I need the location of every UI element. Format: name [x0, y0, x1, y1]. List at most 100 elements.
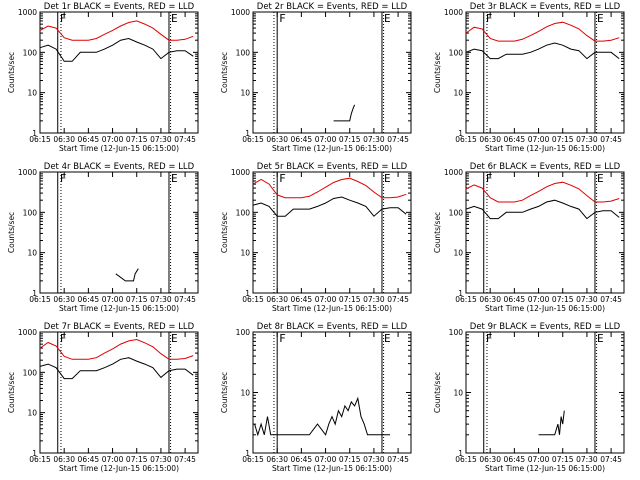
- y-tick-label: 1000: [444, 8, 463, 17]
- detector-plot: Det 5r BLACK = Events, RED = LLD 1 10 100 10…: [220, 162, 412, 313]
- x-tick-label: 07:15: [552, 455, 574, 464]
- event-marker-label: F: [279, 172, 286, 185]
- x-tick-label: 07:30: [363, 135, 385, 144]
- x-tick-label: 07:45: [387, 135, 409, 144]
- x-tick-label: 07:30: [576, 455, 598, 464]
- y-tick-label: 1000: [231, 168, 250, 177]
- x-tick-label: 07:15: [126, 295, 148, 304]
- event-marker-label: F: [279, 12, 286, 25]
- series-events-line: [333, 104, 356, 122]
- y-axis-label: Counts/sec: [433, 52, 442, 93]
- detector-plot: Det 6r BLACK = Events, RED = LLD 1 10 100 10…: [433, 162, 625, 313]
- plot-frame: [465, 11, 625, 134]
- y-tick-label: 10: [453, 89, 463, 98]
- x-axis-label: Start Time (12-Jun-15 06:15:00): [272, 464, 392, 473]
- x-tick-label: 06:30: [266, 455, 288, 464]
- series-events-line: [538, 410, 565, 436]
- x-tick-label: 07:30: [363, 455, 385, 464]
- panel-title: Det 2r BLACK = Events, RED = LLD: [257, 2, 408, 12]
- y-tick-label: 100: [23, 368, 38, 377]
- x-axis-label: Start Time (12-Jun-15 06:15:00): [272, 144, 392, 153]
- x-tick-label: 06:30: [53, 455, 75, 464]
- y-tick-label: 1: [458, 129, 463, 138]
- panel-title: Det 7r BLACK = Events, RED = LLD: [44, 322, 195, 332]
- y-tick-label: 100: [449, 328, 464, 337]
- detector-plot: Det 2r BLACK = Events, RED = LLD 1 10 100 10…: [220, 2, 412, 153]
- panel-title: Det 5r BLACK = Events, RED = LLD: [257, 162, 408, 172]
- y-axis-label: Counts/sec: [433, 212, 442, 253]
- y-tick-label: 10: [27, 249, 37, 258]
- y-tick-label: 1000: [18, 8, 37, 17]
- x-tick-label: 07:00: [315, 295, 337, 304]
- detector-panel-2: Det 2r BLACK = Events, RED = LLD 1 10 100 10…: [213, 0, 426, 160]
- detector-panel-7: Det 7r BLACK = Events, RED = LLD 1 10 100 10…: [0, 320, 213, 480]
- detector-panel-6: Det 6r BLACK = Events, RED = LLD 1 10 100 10…: [426, 160, 639, 320]
- y-axis-label: Counts/sec: [220, 372, 229, 413]
- x-tick-label: 07:00: [102, 135, 124, 144]
- y-tick-label: 10: [27, 89, 37, 98]
- x-tick-label: 07:30: [576, 135, 598, 144]
- event-marker-label: E: [171, 172, 178, 185]
- x-tick-label: 06:15: [455, 295, 477, 304]
- y-tick-label: 1: [32, 449, 37, 458]
- x-tick-label: 07:30: [150, 295, 172, 304]
- detector-plot: Det 9r BLACK = Events, RED = LLD 1 10 100 06…: [433, 322, 625, 473]
- x-tick-label: 06:45: [291, 295, 313, 304]
- plot-frame: [39, 11, 199, 134]
- x-tick-label: 06:45: [78, 455, 100, 464]
- event-marker-label: E: [171, 12, 178, 25]
- series-events-line: [252, 196, 407, 217]
- x-tick-label: 07:15: [552, 295, 574, 304]
- plot-frame: [252, 171, 412, 294]
- detector-plot: Det 1r BLACK = Events, RED = LLD 1 10 100 10…: [7, 2, 199, 153]
- x-tick-label: 07:45: [600, 295, 622, 304]
- detector-plot: Det 8r BLACK = Events, RED = LLD 1 10 100 06…: [220, 322, 412, 473]
- y-tick-label: 10: [453, 249, 463, 258]
- x-axis-label: Start Time (12-Jun-15 06:15:00): [59, 304, 179, 313]
- x-tick-label: 07:30: [363, 295, 385, 304]
- x-tick-label: 07:15: [339, 295, 361, 304]
- y-tick-label: 100: [236, 48, 251, 57]
- series-lld-line: [252, 177, 407, 199]
- detector-panel-1: Det 1r BLACK = Events, RED = LLD 1 10 100 10…: [0, 0, 213, 160]
- x-tick-label: 07:45: [387, 295, 409, 304]
- y-tick-label: 1: [245, 449, 250, 458]
- plot-frame: [465, 171, 625, 294]
- x-tick-label: 06:15: [29, 455, 51, 464]
- y-tick-label: 10: [240, 389, 250, 398]
- x-tick-label: 07:15: [126, 455, 148, 464]
- y-tick-label: 1: [458, 289, 463, 298]
- event-marker-label: F: [486, 332, 493, 345]
- event-marker-label: F: [486, 12, 493, 25]
- y-tick-label: 1: [32, 289, 37, 298]
- x-tick-label: 06:45: [291, 455, 313, 464]
- y-axis-label: Counts/sec: [7, 372, 16, 413]
- x-tick-label: 07:00: [102, 455, 124, 464]
- y-tick-label: 1000: [18, 328, 37, 337]
- x-tick-label: 06:15: [242, 455, 264, 464]
- detector-panel-9: Det 9r BLACK = Events, RED = LLD 1 10 100 06…: [426, 320, 639, 480]
- event-marker-label: E: [384, 332, 391, 345]
- event-marker-label: E: [384, 12, 391, 25]
- x-tick-label: 06:45: [78, 295, 100, 304]
- panel-title: Det 8r BLACK = Events, RED = LLD: [257, 322, 408, 332]
- series-events-line: [254, 396, 390, 437]
- event-marker-label: E: [384, 172, 391, 185]
- x-tick-label: 07:15: [339, 135, 361, 144]
- series-events-line: [39, 37, 194, 62]
- y-tick-label: 1: [458, 449, 463, 458]
- x-tick-label: 06:30: [479, 135, 501, 144]
- x-tick-label: 07:30: [576, 295, 598, 304]
- x-tick-label: 07:15: [552, 135, 574, 144]
- x-tick-label: 07:45: [600, 455, 622, 464]
- series-lld-line: [39, 20, 194, 41]
- series-events-line: [465, 42, 620, 60]
- detector-plot: Det 3r BLACK = Events, RED = LLD 1 10 100 10…: [433, 2, 625, 153]
- x-tick-label: 06:30: [53, 135, 75, 144]
- x-tick-label: 07:00: [528, 455, 550, 464]
- series-events-line: [115, 268, 139, 282]
- event-marker-label: E: [171, 332, 178, 345]
- detector-panel-5: Det 5r BLACK = Events, RED = LLD 1 10 100 10…: [213, 160, 426, 320]
- y-axis-label: Counts/sec: [433, 372, 442, 413]
- x-tick-label: 07:15: [339, 455, 361, 464]
